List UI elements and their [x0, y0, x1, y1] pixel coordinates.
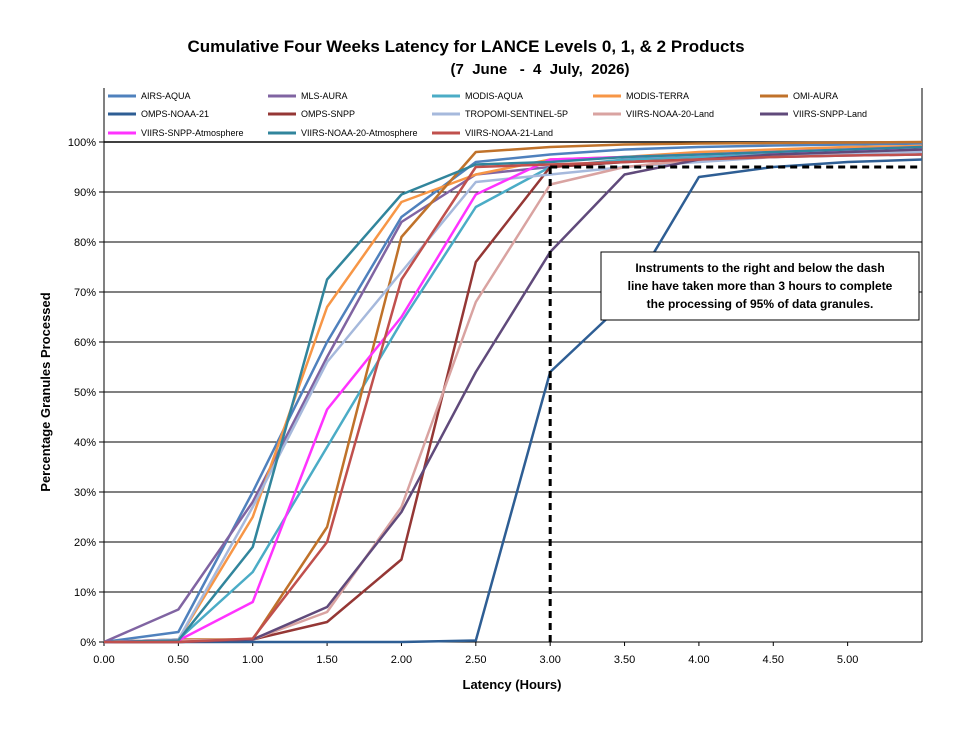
- y-tick-label: 40%: [74, 437, 96, 449]
- x-tick-label: 5.00: [837, 654, 858, 666]
- reference-line: [548, 165, 922, 642]
- legend-label: VIIRS-NOAA-21-Land: [465, 128, 553, 138]
- y-tick-label: 100%: [68, 137, 96, 149]
- y-tick-label: 50%: [74, 387, 96, 399]
- series-line-omps-noaa-21: [104, 158, 923, 644]
- legend-label: VIIRS-NOAA-20-Land: [626, 109, 714, 119]
- legend-label: VIIRS-NOAA-20-Atmosphere: [301, 128, 418, 138]
- y-tick-label: 20%: [74, 537, 96, 549]
- series-line-viirs-snpp-atmosphere: [103, 145, 923, 644]
- legend-label: VIIRS-SNPP-Atmosphere: [141, 128, 244, 138]
- x-tick-label: 0.00: [93, 654, 114, 666]
- legend-label: OMPS-NOAA-21: [141, 109, 209, 119]
- annotation-box: Instruments to the right and below the d…: [600, 251, 920, 321]
- y-tick-label: 30%: [74, 487, 96, 499]
- x-tick-label: 3.50: [614, 654, 635, 666]
- series-line-modis-aqua: [103, 148, 923, 644]
- annotation-rect: [600, 251, 920, 321]
- y-tick-label: 80%: [74, 237, 96, 249]
- y-tick-label: 90%: [74, 187, 96, 199]
- x-axis-label: Latency (Hours): [463, 677, 562, 692]
- grid-lines: [104, 141, 922, 643]
- annotation-line: Instruments to the right and below the d…: [635, 261, 884, 275]
- legend-label: OMI-AURA: [793, 91, 838, 101]
- x-tick-label: 1.00: [242, 654, 263, 666]
- series-line-viirs-snpp-land: [104, 148, 923, 644]
- legend-label: OMPS-SNPP: [301, 109, 355, 119]
- y-tick-label: 10%: [74, 587, 96, 599]
- x-tick-label: 0.50: [168, 654, 189, 666]
- x-tick-label: 3.00: [539, 654, 560, 666]
- series-layer: [103, 140, 923, 644]
- x-tick-label: 4.50: [763, 654, 784, 666]
- series-line-airs-aqua: [103, 142, 923, 644]
- series-line-mls-aura: [103, 153, 923, 644]
- annotation-line: line have taken more than 3 hours to com…: [628, 279, 893, 293]
- legend-label: MODIS-AQUA: [465, 91, 523, 101]
- legend-label: VIIRS-SNPP-Land: [793, 109, 867, 119]
- y-axis-label: Percentage Granules Processed: [38, 292, 53, 491]
- series-line-viirs-noaa-20-atmosphere: [103, 145, 923, 644]
- x-tick-label: 1.50: [316, 654, 337, 666]
- series-line-omps-snpp: [104, 151, 923, 644]
- annotation-line: the processing of 95% of data granules.: [647, 297, 874, 311]
- legend-label: MLS-AURA: [301, 91, 348, 101]
- legend-label: MODIS-TERRA: [626, 91, 689, 101]
- series-line-viirs-noaa-20-land: [103, 148, 923, 644]
- legend-label: TROPOMI-SENTINEL-5P: [465, 109, 568, 119]
- series-line-modis-terra: [103, 144, 923, 644]
- legend-label: AIRS-AQUA: [141, 91, 191, 101]
- x-tick-label: 4.00: [688, 654, 709, 666]
- series-line-viirs-noaa-21-land: [104, 153, 923, 644]
- x-tick-label: 2.00: [391, 654, 412, 666]
- y-tick-label: 70%: [74, 287, 96, 299]
- series-line-tropomi-sentinel-5p: [103, 150, 923, 644]
- x-tick-label: 2.50: [465, 654, 486, 666]
- legend: AIRS-AQUA MLS-AURA MODIS-AQUA MODIS-TERRA OM…: [108, 91, 867, 138]
- y-tick-label: 0%: [80, 637, 96, 649]
- chart-title: Cumulative Four Weeks Latency for LANCE …: [187, 37, 744, 56]
- chart-subtitle: (7 June - 4 July, 2026): [451, 61, 630, 78]
- axes: 0% 10% 20% 30% 40% 50% 60% 70% 80% 90% 100% 0.00 0.5…: [68, 88, 923, 666]
- y-tick-label: 60%: [74, 337, 96, 349]
